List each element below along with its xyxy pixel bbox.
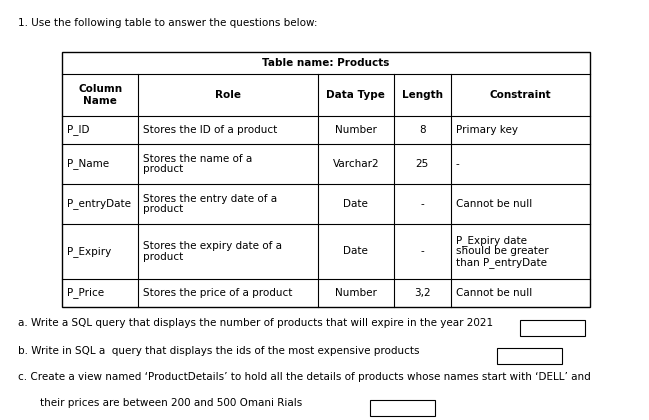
Text: should be greater: should be greater	[456, 247, 548, 257]
Text: product: product	[143, 165, 184, 174]
Text: -: -	[456, 159, 459, 169]
Text: Stores the ID of a product: Stores the ID of a product	[143, 125, 278, 135]
Text: Table name: Products: Table name: Products	[262, 58, 389, 68]
Text: Stores the expiry date of a: Stores the expiry date of a	[143, 241, 282, 251]
Text: 8: 8	[419, 125, 426, 135]
Text: P_Name: P_Name	[67, 158, 109, 169]
Bar	[62, 52, 590, 307]
Text: Primary key: Primary key	[456, 125, 517, 135]
Text: P_ID: P_ID	[67, 125, 90, 136]
Text: -: -	[421, 199, 424, 209]
Text: c. Create a view named ‘ProductDetails’ to hold all the details of products whos: c. Create a view named ‘ProductDetails’ …	[18, 372, 591, 382]
Text: 25: 25	[415, 159, 429, 169]
Text: product: product	[143, 205, 184, 215]
Text: Number: Number	[335, 288, 377, 298]
Text: Constraint: Constraint	[489, 90, 551, 100]
Bar	[520, 320, 585, 336]
Text: Cannot be null: Cannot be null	[456, 199, 532, 209]
Text: Cannot be null: Cannot be null	[456, 288, 532, 298]
Text: a. Write a SQL query that displays the number of products that will expire in th: a. Write a SQL query that displays the n…	[18, 318, 493, 328]
Text: Number: Number	[335, 125, 377, 135]
Text: than P_entryDate: than P_entryDate	[456, 257, 546, 268]
Text: Stores the name of a: Stores the name of a	[143, 153, 252, 163]
Text: P_Price: P_Price	[67, 288, 104, 299]
Bar	[497, 348, 562, 364]
Text: their prices are between 200 and 500 Omani Rials: their prices are between 200 and 500 Oma…	[40, 398, 302, 408]
Text: -: -	[421, 247, 424, 257]
Text: 1. Use the following table to answer the questions below:: 1. Use the following table to answer the…	[18, 18, 317, 28]
Text: Date: Date	[343, 199, 369, 209]
Text: Role: Role	[215, 90, 241, 100]
Text: P_Expiry: P_Expiry	[67, 246, 111, 257]
Text: product: product	[143, 252, 184, 262]
Text: b. Write in SQL a  query that displays the ids of the most expensive products: b. Write in SQL a query that displays th…	[18, 346, 419, 356]
Bar	[370, 400, 435, 416]
Text: Stores the price of a product: Stores the price of a product	[143, 288, 293, 298]
Text: Stores the entry date of a: Stores the entry date of a	[143, 194, 278, 204]
Text: Column
Name: Column Name	[78, 84, 122, 106]
Text: P_entryDate: P_entryDate	[67, 199, 131, 210]
Text: Data Type: Data Type	[326, 90, 386, 100]
Text: Varchar2: Varchar2	[332, 159, 379, 169]
Text: 3,2: 3,2	[414, 288, 431, 298]
Text: Date: Date	[343, 247, 369, 257]
Text: Length: Length	[402, 90, 443, 100]
Text: P_Expiry date: P_Expiry date	[456, 235, 526, 246]
